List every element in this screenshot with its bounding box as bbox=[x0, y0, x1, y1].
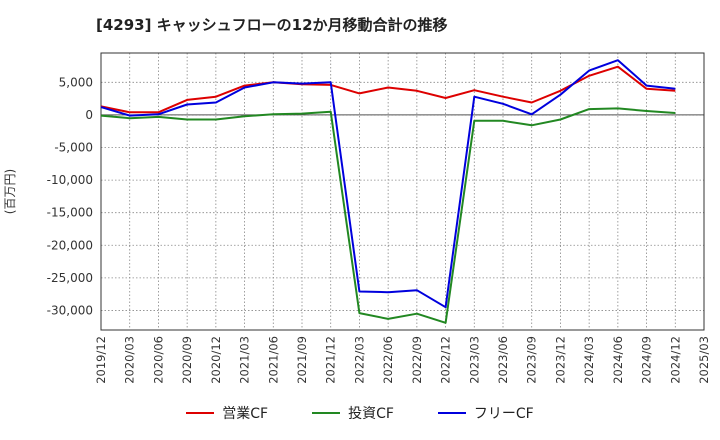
legend: 営業CF 投資CF フリーCF bbox=[0, 403, 720, 423]
legend-item-investing-cf: 投資CF bbox=[312, 403, 394, 423]
x-tick-label: 2021/03 bbox=[238, 336, 252, 384]
plot-frame bbox=[100, 52, 705, 331]
x-tick-label: 2021/06 bbox=[266, 336, 280, 384]
series-line-investing-cf bbox=[100, 107, 676, 324]
legend-item-free-cf: フリーCF bbox=[437, 403, 534, 423]
x-tick-label: 2024/09 bbox=[640, 336, 654, 384]
x-tick-label: 2022/06 bbox=[381, 336, 395, 384]
x-tick-label: 2023/03 bbox=[467, 336, 481, 384]
x-tick-label: 2021/12 bbox=[324, 336, 338, 384]
x-tick-label: 2020/09 bbox=[180, 336, 194, 384]
y-axis: 5,000 0 -5,000 -10,000 -15,000 -20,000 -25,000… bbox=[47, 75, 93, 317]
x-tick-label: 2019/12 bbox=[94, 336, 108, 384]
legend-swatch-free-cf bbox=[437, 412, 466, 414]
x-axis: 2019/12 2020/03 2020/06 2020/09 2020/12 2021/… bbox=[94, 336, 711, 384]
y-tick-label: 5,000 bbox=[59, 75, 93, 89]
x-tick-label: 2022/09 bbox=[410, 336, 424, 384]
y-tick-label: -25,000 bbox=[47, 271, 93, 285]
x-tick-label: 2025/03 bbox=[697, 336, 711, 384]
y-tick-label: -5,000 bbox=[54, 141, 93, 155]
x-tick-label: 2020/12 bbox=[209, 336, 223, 384]
y-axis-label: (百万円) bbox=[3, 169, 17, 214]
y-tick-label: -20,000 bbox=[47, 238, 93, 252]
x-tick-label: 2022/03 bbox=[352, 336, 366, 384]
y-tick-label: 0 bbox=[85, 108, 93, 122]
y-tick-label: -30,000 bbox=[47, 303, 93, 317]
x-tick-label: 2024/06 bbox=[611, 336, 625, 384]
x-tick-label: 2023/12 bbox=[553, 336, 567, 384]
legend-label-free-cf: フリーCF bbox=[473, 406, 534, 422]
x-tick-label: 2024/12 bbox=[668, 336, 682, 384]
x-tick-label: 2023/06 bbox=[496, 336, 510, 384]
legend-item-operating-cf: 営業CF bbox=[186, 403, 268, 423]
series bbox=[100, 59, 676, 324]
x-tick-label: 2020/03 bbox=[123, 336, 137, 384]
legend-swatch-operating-cf bbox=[186, 412, 215, 414]
chart-title: [4293] キャッシュフローの12か月移動合計の推移 bbox=[96, 16, 448, 34]
x-tick-label: 2022/12 bbox=[439, 336, 453, 384]
y-tick-label: -15,000 bbox=[47, 206, 93, 220]
series-line-free-cf bbox=[100, 59, 676, 309]
legend-swatch-investing-cf bbox=[312, 412, 341, 414]
y-tick-label: -10,000 bbox=[47, 173, 93, 187]
grid bbox=[100, 53, 705, 330]
x-tick-label: 2023/09 bbox=[525, 336, 539, 384]
legend-label-investing-cf: 投資CF bbox=[348, 406, 394, 422]
series-line-operating-cf bbox=[100, 65, 676, 114]
x-tick-label: 2024/03 bbox=[582, 336, 596, 384]
legend-label-operating-cf: 営業CF bbox=[222, 406, 269, 422]
x-tick-label: 2020/06 bbox=[151, 336, 165, 384]
x-tick-label: 2021/09 bbox=[295, 336, 309, 384]
